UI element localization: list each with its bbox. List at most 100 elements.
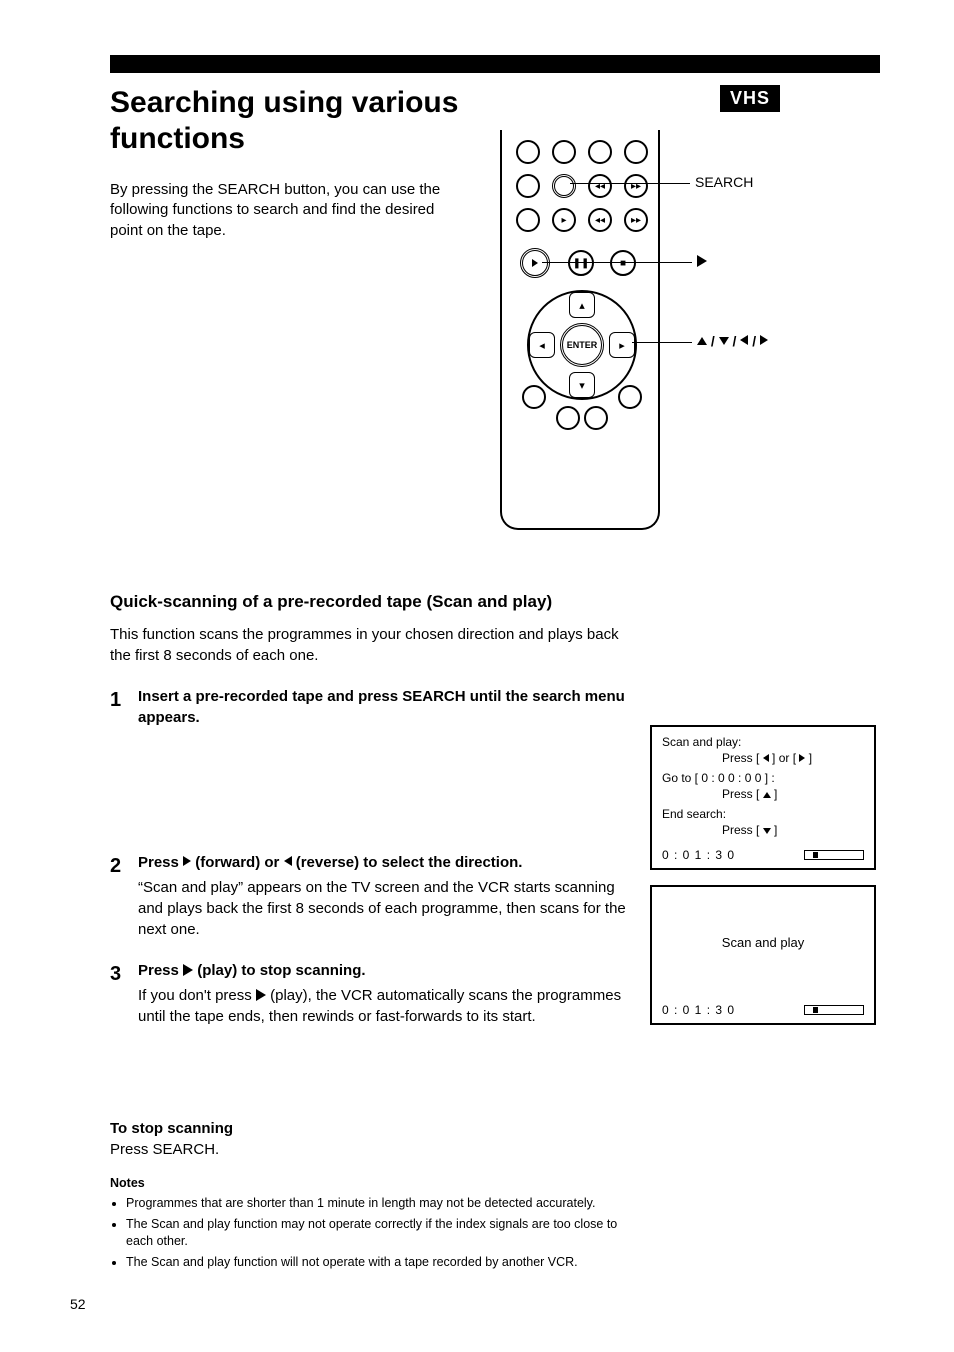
leader-label-play xyxy=(697,253,707,269)
osd-timebar: 0 : 0 1 : 3 0 xyxy=(662,1003,864,1017)
leader-line xyxy=(632,342,692,343)
osd-line: Press [ ] xyxy=(662,823,864,837)
osd-progress-mark xyxy=(813,852,818,858)
notes-section: Notes Programmes that are shorter than 1… xyxy=(110,1175,630,1274)
remote-btn xyxy=(624,140,648,164)
osd-text: ] or [ xyxy=(769,751,800,765)
osd-text: Press [ xyxy=(722,823,763,837)
osd-time: 0 : 0 1 : 3 0 xyxy=(662,848,735,862)
remote-ff-btn: ▸▸ xyxy=(624,174,648,198)
section-body: Quick-scanning of a pre-recorded tape (S… xyxy=(110,590,630,1043)
notes-item: Programmes that are shorter than 1 minut… xyxy=(126,1195,630,1212)
step-text: Press xyxy=(138,854,183,871)
remote-dpad-down: ▾ xyxy=(569,372,595,398)
remote-btn xyxy=(516,174,540,198)
remote-pause-btn: ❚❚ xyxy=(568,250,594,276)
remote-dpad-up: ▴ xyxy=(569,292,595,318)
notes-item: The Scan and play function may not opera… xyxy=(126,1216,630,1250)
osd-line: End search: xyxy=(662,807,864,821)
play-icon xyxy=(532,259,538,267)
remote-stop-btn: ■ xyxy=(610,250,636,276)
step-main: Insert a pre-recorded tape and press SEA… xyxy=(138,686,630,728)
osd-line: Press [ ] or [ ] xyxy=(662,751,864,765)
page-number: 52 xyxy=(70,1296,86,1312)
vhs-badge: VHS xyxy=(720,85,780,112)
step-number: 1 xyxy=(110,686,138,732)
osd-line: Press [ ] xyxy=(662,787,864,801)
arrow-left-icon xyxy=(740,335,748,345)
step-main: Press (play) to stop scanning. xyxy=(138,960,630,981)
osd-panel-scan-and-play: Scan and play 0 : 0 1 : 3 0 xyxy=(650,885,876,1025)
section-lead: This function scans the programmes in yo… xyxy=(110,624,630,666)
manual-page: VHS Searching using various functions By… xyxy=(0,0,954,1352)
arrow-up-icon xyxy=(697,337,707,345)
leader-label-dpad: / / / xyxy=(697,333,768,349)
osd-text: Press [ xyxy=(722,751,763,765)
osd-text: ] xyxy=(771,823,778,837)
remote-illustration: ◂◂ ▸▸ ▸ ◂◂ ▸▸ ❚❚ ■ ▴ ▾ ◂ ▸ ENTER xyxy=(500,130,670,540)
osd-progress-bar xyxy=(804,850,864,860)
osd-center-text: Scan and play xyxy=(652,935,874,950)
remote-btn xyxy=(516,208,540,232)
step-1: 1 Insert a pre-recorded tape and press S… xyxy=(110,686,630,732)
stop-body: Press SEARCH. xyxy=(110,1141,630,1158)
leader-line xyxy=(570,183,690,184)
remote-btn xyxy=(588,140,612,164)
step-3: 3 Press (play) to stop scanning. If you … xyxy=(110,960,630,1027)
osd-line: Go to [ 0 : 0 0 : 0 0 ] : xyxy=(662,771,864,785)
notes-heading: Notes xyxy=(110,1175,630,1192)
step-text: (forward) or xyxy=(191,854,284,871)
remote-btn xyxy=(552,140,576,164)
remote-dpad-right: ▸ xyxy=(609,332,635,358)
remote-enter-btn: ENTER xyxy=(560,323,604,367)
osd-text: Press [ xyxy=(722,787,763,801)
header-black-bar xyxy=(110,55,880,73)
remote-btn xyxy=(522,385,546,409)
osd-progress-mark xyxy=(813,1007,818,1013)
osd-progress-bar xyxy=(804,1005,864,1015)
remote-dpad-left: ◂ xyxy=(529,332,555,358)
step-number: 3 xyxy=(110,960,138,1027)
remote-btn xyxy=(618,385,642,409)
remote-btn: ▸ xyxy=(552,208,576,232)
arrow-right-icon xyxy=(760,335,768,345)
step-number: 2 xyxy=(110,852,138,940)
leader-label-search: SEARCH xyxy=(695,174,753,190)
stop-section: To stop scanning Press SEARCH. xyxy=(110,1120,630,1158)
osd-panel-search-menu: Scan and play: Press [ ] or [ ] Go to [ … xyxy=(650,725,876,870)
notes-list: Programmes that are shorter than 1 minut… xyxy=(110,1195,630,1271)
step-text: Press xyxy=(138,962,183,979)
remote-btn xyxy=(556,406,580,430)
step-text: If you don't press xyxy=(138,987,256,1004)
arrow-right-icon xyxy=(183,856,191,866)
notes-item: The Scan and play function will not oper… xyxy=(126,1254,630,1271)
section-heading: Quick-scanning of a pre-recorded tape (S… xyxy=(110,590,630,614)
remote-btn xyxy=(516,140,540,164)
osd-text: ] xyxy=(805,751,812,765)
stop-heading: To stop scanning xyxy=(110,1120,630,1137)
step-main: Press (forward) or (reverse) to select t… xyxy=(138,852,630,873)
remote-body: ◂◂ ▸▸ ▸ ◂◂ ▸▸ ❚❚ ■ ▴ ▾ ◂ ▸ ENTER xyxy=(500,130,660,530)
remote-rewind-btn: ◂◂ xyxy=(588,174,612,198)
intro-paragraph: By pressing the SEARCH button, you can u… xyxy=(110,180,450,241)
step-text: (reverse) to select the direction. xyxy=(292,854,523,871)
arrow-left-icon xyxy=(284,856,292,866)
remote-btn: ◂◂ xyxy=(588,208,612,232)
osd-line: Scan and play: xyxy=(662,735,864,749)
step-text: (play) to stop scanning. xyxy=(193,962,366,979)
step-sub: If you don't press (play), the VCR autom… xyxy=(138,985,630,1027)
play-icon xyxy=(256,989,266,1001)
remote-btn xyxy=(584,406,608,430)
remote-play-btn xyxy=(520,248,550,278)
remote-btn: ▸▸ xyxy=(624,208,648,232)
osd-timebar: 0 : 0 1 : 3 0 xyxy=(662,848,864,862)
step-sub: “Scan and play” appears on the TV screen… xyxy=(138,877,630,940)
play-icon xyxy=(697,255,707,267)
play-icon xyxy=(183,964,193,976)
arrow-down-icon xyxy=(763,828,771,834)
leader-line xyxy=(542,262,692,263)
page-title: Searching using various functions xyxy=(110,85,510,157)
arrow-up-icon xyxy=(763,792,771,798)
step-2: 2 Press (forward) or (reverse) to select… xyxy=(110,852,630,940)
arrow-down-icon xyxy=(719,337,729,345)
